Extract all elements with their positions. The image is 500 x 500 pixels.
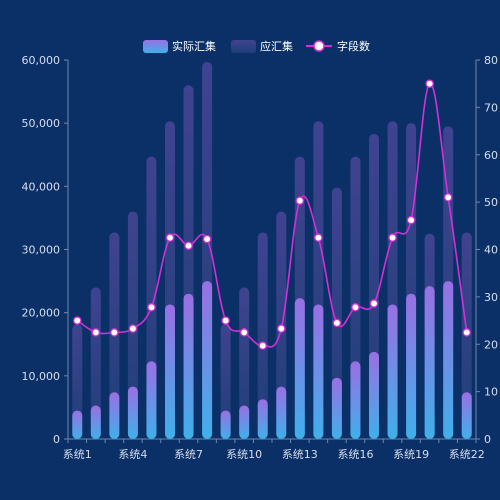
y-right-tick-label: 20 bbox=[484, 338, 498, 351]
fields-point[interactable] bbox=[425, 79, 434, 88]
y-left-tick-label: 40,000 bbox=[22, 180, 61, 193]
fields-point[interactable] bbox=[147, 303, 156, 312]
legend-item-plan[interactable]: 应汇集 bbox=[231, 39, 293, 53]
fields-point[interactable] bbox=[239, 328, 249, 337]
actual-bar[interactable] bbox=[313, 304, 324, 439]
legend-swatch-actual bbox=[143, 40, 168, 53]
actual-bar[interactable] bbox=[443, 281, 454, 439]
actual-bar[interactable] bbox=[239, 405, 250, 439]
fields-point[interactable] bbox=[388, 233, 397, 242]
fields-point[interactable] bbox=[165, 233, 175, 242]
actual-bar[interactable] bbox=[387, 304, 398, 439]
actual-bar[interactable] bbox=[276, 386, 287, 439]
y-left-tick-label: 30,000 bbox=[22, 244, 61, 257]
fields-point[interactable] bbox=[202, 234, 212, 244]
actual-bars bbox=[72, 281, 472, 439]
y-right-tick-label: 50 bbox=[484, 196, 498, 209]
y-left-tick-label: 20,000 bbox=[22, 307, 61, 320]
x-tick-label: 系统16 bbox=[337, 448, 373, 461]
legend-swatch-plan bbox=[231, 40, 256, 53]
x-tick-label: 系统22 bbox=[449, 448, 485, 461]
y-right-tick-label: 10 bbox=[484, 386, 498, 399]
fields-point[interactable] bbox=[462, 328, 471, 337]
fields-point[interactable] bbox=[443, 193, 453, 202]
fields-point[interactable] bbox=[128, 324, 138, 333]
fields-point[interactable] bbox=[314, 233, 323, 242]
y-left-tick-label: 60,000 bbox=[22, 54, 61, 67]
actual-bar[interactable] bbox=[146, 361, 157, 439]
y-left-tick-label: 0 bbox=[53, 433, 60, 446]
fields-point[interactable] bbox=[295, 196, 305, 205]
legend-label-plan: 应汇集 bbox=[260, 39, 293, 53]
axes: 0 10,000 20,000 30,000 40,000 50,000 60,000 0 10… bbox=[22, 54, 499, 461]
plan-bar[interactable] bbox=[90, 287, 101, 439]
x-tick-label: 系统13 bbox=[282, 448, 318, 461]
actual-bar[interactable] bbox=[257, 399, 268, 439]
legend-item-fields[interactable]: 字段数 bbox=[306, 39, 370, 53]
actual-bar[interactable] bbox=[165, 304, 175, 439]
fields-point[interactable] bbox=[221, 316, 230, 325]
y-right-tick-label: 60 bbox=[484, 149, 498, 162]
actual-bar[interactable] bbox=[127, 386, 138, 439]
fields-point[interactable] bbox=[351, 303, 360, 312]
legend-item-actual[interactable]: 实际汇集 bbox=[143, 39, 216, 53]
actual-bar[interactable] bbox=[406, 293, 417, 439]
actual-bar[interactable] bbox=[72, 410, 83, 439]
legend-label-fields: 字段数 bbox=[337, 39, 370, 53]
fields-point[interactable] bbox=[184, 241, 193, 250]
fields-point[interactable] bbox=[73, 316, 82, 325]
fields-point[interactable] bbox=[369, 299, 379, 308]
plan-bar[interactable] bbox=[220, 324, 231, 439]
actual-bar[interactable] bbox=[294, 298, 305, 439]
actual-bar[interactable] bbox=[331, 377, 342, 439]
y-right-tick-label: 0 bbox=[484, 433, 491, 446]
legend-label-actual: 实际汇集 bbox=[172, 39, 216, 53]
x-tick-label: 系统19 bbox=[393, 448, 429, 461]
y-left-tick-label: 10,000 bbox=[22, 370, 61, 383]
fields-point[interactable] bbox=[332, 318, 342, 328]
actual-bar[interactable] bbox=[109, 392, 120, 439]
plan-bar[interactable] bbox=[239, 287, 250, 439]
fields-point[interactable] bbox=[258, 341, 267, 350]
actual-bar[interactable] bbox=[202, 281, 213, 439]
plan-bar[interactable] bbox=[331, 187, 342, 439]
fields-point[interactable] bbox=[406, 215, 416, 225]
fields-point[interactable] bbox=[91, 328, 101, 337]
actual-bar[interactable] bbox=[350, 361, 361, 439]
actual-bar[interactable] bbox=[369, 351, 379, 439]
x-tick-label: 系统4 bbox=[118, 448, 147, 461]
fields-point[interactable] bbox=[277, 324, 286, 333]
actual-bar[interactable] bbox=[424, 286, 435, 439]
fields-point[interactable] bbox=[110, 328, 119, 337]
y-right-tick-label: 30 bbox=[484, 291, 498, 304]
x-tick-label: 系统1 bbox=[63, 448, 92, 461]
actual-bar[interactable] bbox=[90, 405, 101, 439]
fields-line-layer bbox=[73, 79, 471, 350]
legend: 实际汇集 应汇集 字段数 bbox=[143, 39, 370, 53]
actual-bar[interactable] bbox=[183, 293, 194, 439]
y-left-tick-label: 50,000 bbox=[22, 117, 61, 130]
plan-bar[interactable] bbox=[72, 324, 83, 439]
y-right-tick-label: 40 bbox=[484, 244, 498, 257]
plan-bar[interactable] bbox=[257, 232, 268, 439]
y-right-tick-label: 70 bbox=[484, 101, 498, 114]
actual-bar[interactable] bbox=[461, 392, 472, 439]
y-right-tick-label: 80 bbox=[484, 54, 498, 67]
actual-bar[interactable] bbox=[220, 410, 231, 439]
legend-marker-fields bbox=[313, 40, 325, 52]
x-tick-label: 系统7 bbox=[174, 448, 203, 461]
x-tick-label: 系统10 bbox=[226, 448, 262, 461]
